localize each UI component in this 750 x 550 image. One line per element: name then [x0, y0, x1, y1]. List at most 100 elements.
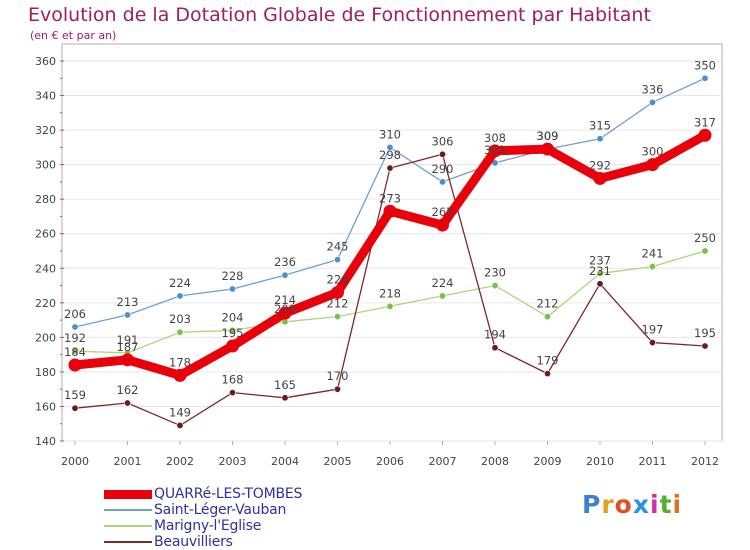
series-0-labels: 206 213 224 228 236 245 310 290 301 309 315 336 350 [64, 58, 716, 321]
x-tick-label: 2008 [481, 455, 509, 468]
data-label: 184 [64, 345, 86, 359]
legend-swatch [104, 509, 152, 511]
y-tick-label: 200 [35, 331, 56, 344]
data-label: 273 [379, 191, 401, 205]
y-tick-label: 280 [35, 193, 56, 206]
data-point [71, 323, 79, 331]
series-2-labels: 159 162 149 168 165 170 298 306 194 179 231 197 195 [64, 134, 716, 419]
data-label: 191 [117, 333, 139, 347]
data-point [278, 306, 292, 320]
data-label: 212 [537, 297, 559, 311]
series-2 [71, 150, 709, 429]
series-3-labels: 184 187 178 195 214 226 273 265 308 309 292 300 317 [64, 115, 716, 369]
x-tick-label: 2000 [61, 455, 89, 468]
legend-label: QUARRé-LES-TOMBES [154, 486, 303, 502]
data-label: 213 [117, 295, 139, 309]
y-tick-label: 340 [35, 90, 56, 103]
plot-frame [61, 43, 723, 442]
data-label: 149 [169, 405, 191, 419]
x-tick-label: 2009 [534, 455, 562, 468]
y-tick-label: 300 [35, 159, 56, 172]
legend-label: Marigny-l'Eglise [154, 518, 262, 534]
data-label: 204 [222, 310, 244, 324]
data-point [71, 347, 79, 355]
data-point [176, 421, 184, 429]
legend-item: QUARRé-LES-TOMBES [104, 486, 302, 502]
data-label: 317 [694, 115, 716, 129]
data-point [68, 358, 82, 372]
data-point [596, 135, 604, 143]
data-point [593, 171, 607, 185]
series-0 [71, 74, 709, 331]
data-label: 162 [117, 383, 139, 397]
data-point [543, 370, 551, 378]
data-point [701, 74, 709, 82]
legend-item: Marigny-l'Eglise [104, 518, 302, 534]
series-1 [71, 247, 709, 357]
data-label: 178 [169, 355, 191, 369]
data-label: 224 [169, 276, 191, 290]
data-point [543, 313, 551, 321]
data-point [176, 328, 184, 336]
data-point [176, 292, 184, 300]
data-point [383, 204, 397, 218]
data-label: 336 [642, 82, 664, 96]
data-point [648, 263, 656, 271]
logo-letter: t [659, 490, 673, 519]
x-tick-label: 2004 [271, 455, 299, 468]
logo-letter: x [632, 490, 650, 519]
data-point [596, 280, 604, 288]
legend-swatch [104, 489, 152, 499]
x-tick-label: 2002 [166, 455, 194, 468]
data-label: 300 [642, 145, 664, 159]
data-point [438, 150, 446, 158]
legend-item: Beauvilliers [104, 534, 302, 550]
data-label: 192 [64, 331, 86, 345]
data-point [121, 353, 134, 367]
y-tick-label: 180 [35, 366, 56, 379]
data-label: 250 [694, 231, 716, 245]
data-label: 195 [694, 326, 716, 340]
data-label: 292 [589, 158, 611, 172]
data-point [438, 178, 446, 186]
legend-label: Beauvilliers [154, 534, 233, 550]
y-tick-label: 220 [35, 297, 56, 310]
data-label: 309 [537, 129, 559, 143]
data-label: 209 [274, 302, 296, 316]
data-point [333, 256, 341, 264]
data-point [173, 368, 187, 382]
data-label: 195 [222, 326, 244, 340]
data-point [386, 164, 394, 172]
data-label: 237 [589, 253, 611, 267]
x-axis: 2000 2001 2002 2003 2004 2005 2006 2007 2008 2009… [61, 441, 719, 468]
data-label: 236 [274, 255, 296, 269]
data-label: 203 [169, 312, 191, 326]
y-tick-label: 320 [35, 124, 56, 137]
legend-label: Saint-Léger-Vauban [154, 502, 287, 518]
legend-swatch [104, 541, 152, 543]
data-point [281, 271, 289, 279]
data-label: 230 [484, 266, 506, 280]
data-label: 159 [64, 388, 86, 402]
data-label: 245 [327, 240, 349, 254]
x-tick-label: 2005 [324, 455, 352, 468]
data-label: 306 [432, 134, 454, 148]
logo-letter: P [582, 490, 602, 519]
x-tick-label: 2007 [429, 455, 457, 468]
series-1-labels: 192 191 203 204 209 212 218 224 230 212 237 241 250 [64, 231, 716, 347]
legend-swatch [104, 525, 152, 527]
data-label: 231 [589, 264, 611, 278]
y-tick-label: 140 [35, 435, 56, 448]
y-tick-label: 240 [35, 262, 56, 275]
data-point [124, 399, 132, 407]
data-point [436, 218, 449, 232]
data-label: 187 [117, 340, 139, 354]
y-tick-label: 160 [35, 400, 56, 413]
data-label: 224 [432, 276, 454, 290]
x-tick-label: 2010 [586, 455, 614, 468]
data-point [229, 285, 237, 293]
data-point [701, 247, 709, 255]
data-point [71, 404, 79, 412]
